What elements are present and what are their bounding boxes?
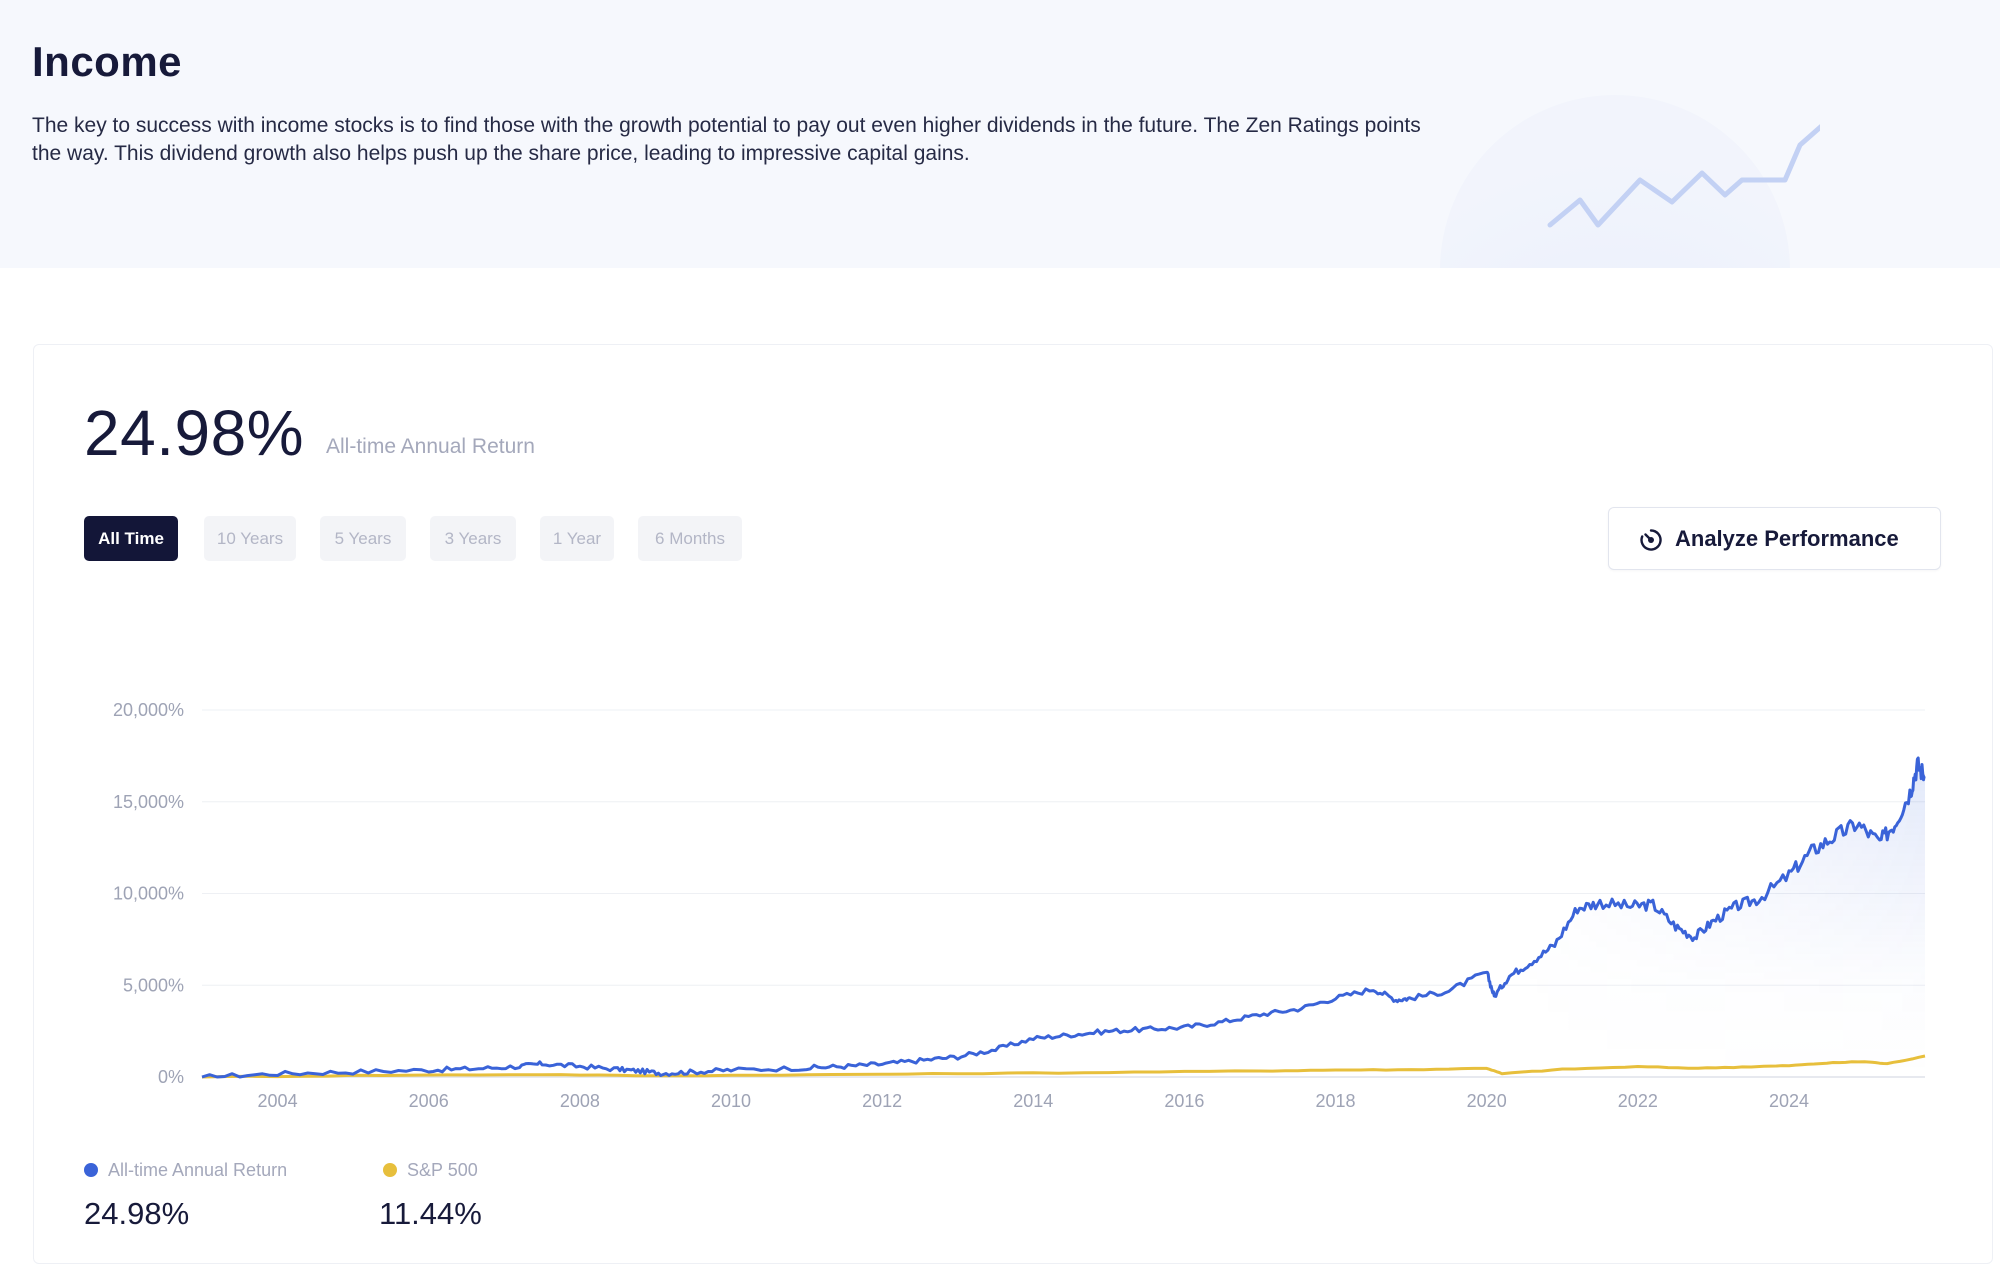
x-tick-label: 2010: [711, 1091, 751, 1111]
x-tick-label: 2012: [862, 1091, 902, 1111]
tab-10-years[interactable]: 10 Years: [204, 516, 296, 561]
performance-card: [33, 344, 1993, 1264]
legend-label: All-time Annual Return: [108, 1160, 288, 1180]
legend-dot-blue: [84, 1163, 98, 1177]
tab-6-months[interactable]: 6 Months: [638, 516, 742, 561]
page-header: Income The key to success with income st…: [0, 0, 2000, 268]
performance-line-chart: 0%5,000%10,000%15,000%20,000% 2004 2006 20…: [113, 700, 1926, 1111]
x-axis: 2004 2006 2008 2010 2012 2014 2016 2018 2020 2022…: [258, 1091, 1809, 1111]
tab-1-year[interactable]: 1 Year: [540, 516, 614, 561]
x-tick-label: 2008: [560, 1091, 600, 1111]
legend-item-sp500[interactable]: S&P 500: [383, 1160, 478, 1184]
annual-return-label: All-time Annual Return: [326, 435, 535, 458]
analyze-performance-button[interactable]: Analyze Performance: [1608, 507, 1941, 570]
page-description: The key to success with income stocks is…: [32, 114, 1421, 165]
y-tick-label: 10,000%: [113, 884, 184, 904]
sp500-line: [201, 1054, 1926, 1079]
analyze-performance-label: Analyze Performance: [1675, 526, 1899, 551]
annual-return-line: [201, 756, 1926, 1079]
y-tick-label: 15,000%: [113, 792, 184, 812]
legend-dot-gold: [383, 1163, 397, 1177]
growth-chart-illustration: [1440, 95, 1820, 268]
x-tick-label: 2020: [1467, 1091, 1507, 1111]
x-tick-label: 2014: [1013, 1091, 1053, 1111]
legend-value-annual-return: 24.98%: [84, 1196, 190, 1231]
legend-item-annual-return[interactable]: All-time Annual Return: [84, 1160, 287, 1184]
tab-all-time[interactable]: All Time: [84, 516, 178, 561]
y-tick-label: 5,000%: [123, 975, 184, 995]
y-tick-label: 20,000%: [113, 700, 184, 720]
y-axis: 0% 5,000% 10,000% 15,000% 20,000%: [113, 700, 184, 1087]
x-tick-label: 2006: [409, 1091, 449, 1111]
tab-5-years[interactable]: 5 Years: [320, 516, 406, 561]
x-tick-label: 2022: [1618, 1091, 1658, 1111]
x-tick-label: 2016: [1164, 1091, 1204, 1111]
page-title: Income: [32, 38, 183, 85]
performance-dial-icon: [1640, 529, 1662, 551]
legend-label: S&P 500: [407, 1160, 478, 1180]
y-tick-label: 0%: [158, 1067, 184, 1087]
x-tick-label: 2024: [1769, 1091, 1809, 1111]
x-tick-label: 2018: [1316, 1091, 1356, 1111]
x-tick-label: 2004: [258, 1091, 298, 1111]
tab-3-years[interactable]: 3 Years: [430, 516, 516, 561]
legend-value-sp500: 11.44%: [379, 1196, 482, 1231]
annual-return-value: 24.98%: [84, 397, 305, 469]
